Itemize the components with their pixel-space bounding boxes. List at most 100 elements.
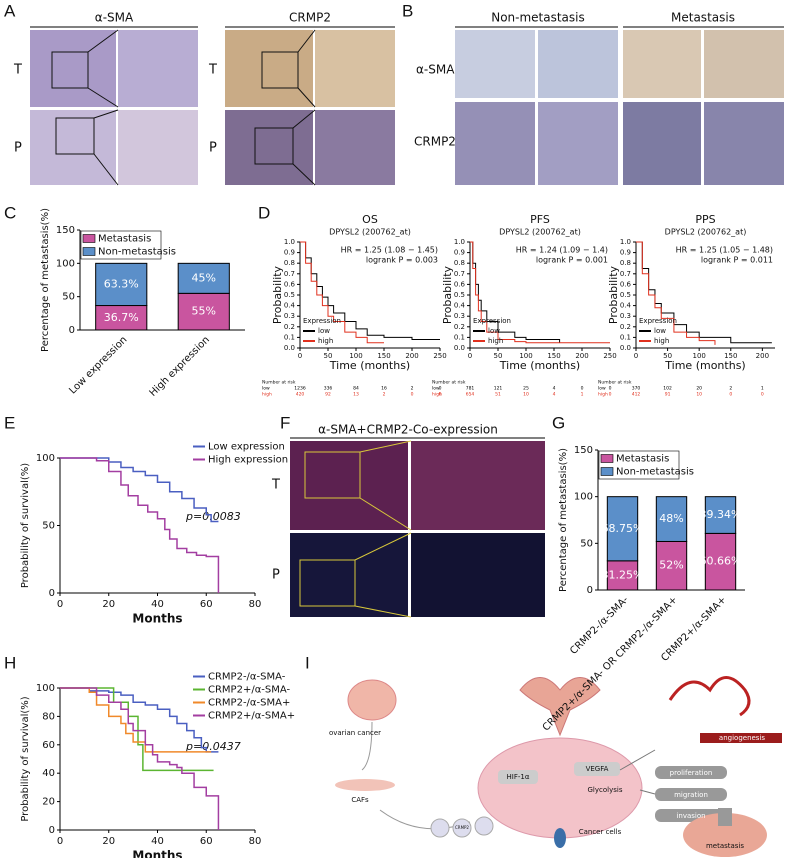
legend-label: Low expression <box>208 442 285 453</box>
micrograph <box>118 110 198 185</box>
diagram-label: VEGFA <box>586 765 609 773</box>
bar-segment <box>704 532 737 591</box>
y-axis-label: Probability <box>607 265 620 324</box>
y-tick-label: 150 <box>574 445 593 456</box>
y-tick-label: 0.9 <box>620 249 631 257</box>
x-tick-label: 50 <box>663 352 672 360</box>
risk-count: 0 <box>581 386 584 392</box>
x-tick-label: 250 <box>603 352 616 360</box>
legend-label: low <box>318 327 330 335</box>
diagram-label: Glycolysis <box>588 786 623 794</box>
value-label: 60.66% <box>700 555 742 568</box>
diagram-label: CAFs <box>351 796 369 804</box>
y-tick-label: 1.0 <box>284 238 295 246</box>
caf <box>335 779 395 791</box>
risk-row-name: low <box>262 386 270 392</box>
zoom-line <box>292 163 316 186</box>
value-label: 55% <box>192 305 216 318</box>
y-tick-label: 60 <box>42 740 55 751</box>
y-axis-label: Probability <box>271 265 284 324</box>
y-tick-label: 0.7 <box>284 270 295 278</box>
y-tick-label: 0.0 <box>284 344 295 352</box>
legend-swatch <box>600 467 614 476</box>
risk-count: 4 <box>553 392 556 398</box>
x-tick-label: 200 <box>405 352 418 360</box>
chart-title: PPS <box>695 213 715 226</box>
annotation: HR = 1.24 (1.09 − 1.4) <box>516 246 608 255</box>
risk-table-title: Number at risk <box>432 380 466 386</box>
x-tick-label: 20 <box>102 599 115 610</box>
value-label: 45% <box>192 271 216 284</box>
value-label: 36.7% <box>104 311 139 324</box>
panel-label: E <box>4 413 15 432</box>
zoom-line <box>93 109 119 119</box>
x-tick-label: 80 <box>249 599 262 610</box>
risk-count: 420 <box>296 392 305 398</box>
chart-title: OS <box>362 213 378 226</box>
organs <box>683 813 767 857</box>
km-curve <box>300 241 384 344</box>
y-tick-label: 100 <box>56 258 75 269</box>
km-curve <box>470 241 610 344</box>
risk-count: 102 <box>663 386 672 392</box>
legend-title: Expression <box>639 317 677 325</box>
risk-row-name: high <box>598 392 608 398</box>
micrograph <box>290 533 408 617</box>
micrograph <box>704 102 784 185</box>
risk-count: 2 <box>411 386 414 392</box>
annotation: logrank P = 0.001 <box>536 256 608 265</box>
y-tick-label: 150 <box>56 225 75 236</box>
row-label: T <box>271 478 280 493</box>
risk-count: 781 <box>466 386 475 392</box>
risk-count: 336 <box>324 386 333 392</box>
risk-count: 654 <box>466 392 475 398</box>
x-tick-label: 0 <box>57 599 63 610</box>
value-label: 48% <box>659 512 683 525</box>
risk-count: 0 <box>439 386 442 392</box>
row-label: T <box>13 63 22 78</box>
legend-label: low <box>488 327 500 335</box>
y-tick-label: 0.6 <box>620 280 632 288</box>
micrograph <box>704 30 784 98</box>
x-tick-label: 100 <box>349 352 362 360</box>
value-label: 39.34% <box>700 508 742 521</box>
zoom-box <box>55 117 95 155</box>
chart-title: PFS <box>530 213 550 226</box>
risk-row-name: high <box>262 392 272 398</box>
legend-title: Expression <box>303 317 341 325</box>
y-tick-label: 0.0 <box>454 344 465 352</box>
panel-label: H <box>4 653 16 672</box>
y-axis-label: Percentage of metastasis(%) <box>40 208 51 352</box>
risk-count: 370 <box>632 386 641 392</box>
legend-label: high <box>318 337 333 345</box>
risk-count: 10 <box>696 392 702 398</box>
y-tick-label: 80 <box>42 711 55 722</box>
risk-row-name: high <box>432 392 442 398</box>
micrograph <box>225 110 313 185</box>
risk-count: 84 <box>353 386 359 392</box>
zoom-box <box>299 559 356 607</box>
risk-count: 16 <box>381 386 387 392</box>
x-axis-label: Months <box>132 849 182 858</box>
y-tick-label: 100 <box>36 453 55 464</box>
micrograph <box>315 110 395 185</box>
zoom-line <box>87 87 119 108</box>
x-tick-label: 100 <box>519 352 532 360</box>
x-tick-label: 40 <box>151 836 164 847</box>
legend-label: CRMP2-/α-SMA+ <box>208 698 290 709</box>
tumor <box>347 679 397 721</box>
risk-count: 0 <box>729 392 732 398</box>
zoom-line <box>354 605 412 618</box>
x-axis-label: Time (months) <box>499 359 580 372</box>
diagram-label: migration <box>674 791 708 799</box>
micrograph <box>455 30 535 98</box>
y-axis-label: Probability of survival(%) <box>20 696 31 821</box>
legend-label: Metastasis <box>616 454 669 465</box>
km-curve <box>470 241 561 343</box>
zoom-line <box>297 87 316 108</box>
risk-table-title: Number at risk <box>598 380 632 386</box>
zoom-guides <box>299 440 412 618</box>
y-tick-label: 0 <box>69 325 75 336</box>
panel-label: F <box>280 413 290 432</box>
km-curve <box>636 241 716 345</box>
